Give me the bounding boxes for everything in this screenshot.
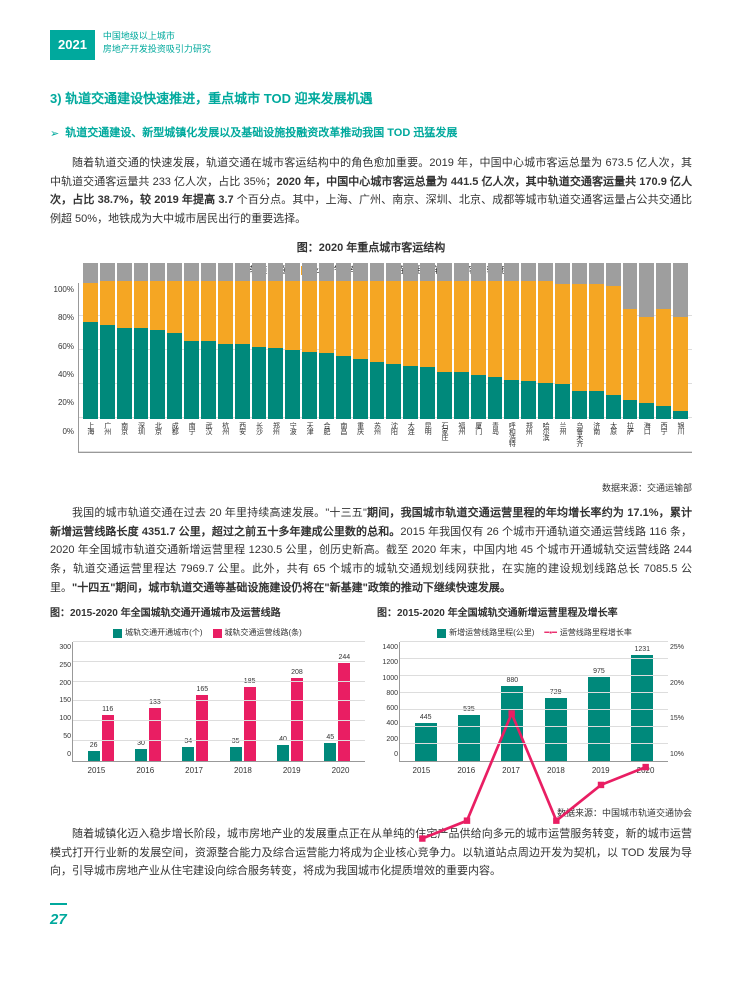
stacked-bar: 深圳 — [134, 263, 149, 452]
mini-left-title: 图：2015-2020 年全国城轨交通开通城市及运营线路 — [50, 605, 365, 622]
stacked-bar: 合肥 — [319, 263, 334, 452]
stacked-bar: 郑州 — [521, 263, 536, 452]
stacked-bar: 宁波 — [285, 263, 300, 452]
stacked-bar: 成都 — [167, 263, 182, 452]
stacked-bar: 郑州 — [268, 263, 283, 452]
paragraph-3: 随着城镇化迈入稳步增长阶段，城市房地产业的发展重点正在从单纯的住宅产品供给向多元… — [50, 825, 692, 881]
stacked-bar: 昆明 — [420, 263, 435, 452]
stacked-bar: 海口 — [639, 263, 654, 452]
stacked-bar: 太原 — [606, 263, 621, 452]
sub-heading: ➢ 轨道交通建设、新型城镇化发展以及基础设施投融资改革推动我国 TOD 迅猛发展 — [50, 124, 692, 144]
stacked-bars-area: 上海 广州 南京 深圳 — [78, 283, 692, 453]
stacked-bar: 乌鲁木齐 — [572, 263, 587, 452]
mini-chart-left: 图：2015-2020 年全国城轨交通开通城市及运营线路 城轨交通开通城市(个)… — [50, 605, 365, 777]
stacked-bar: 拉萨 — [623, 263, 638, 452]
triangle-icon: ➢ — [50, 125, 59, 144]
stacked-source: 数据来源：交通运输部 — [50, 481, 692, 496]
page-number: 27 — [50, 903, 67, 933]
page-header: 2021 中国地级以上城市 房地产开发投资吸引力研究 — [50, 30, 692, 60]
stacked-bar: 青岛 — [488, 263, 503, 452]
stacked-chart-title: 图：2020 年重点城市客运结构 — [50, 239, 692, 258]
stacked-bar: 重庆 — [353, 263, 368, 452]
stacked-bar: 南京 — [117, 263, 132, 452]
stacked-bar: 哈尔滨 — [538, 263, 553, 452]
paragraph-1: 随着轨道交通的快速发展，轨道交通在城市客运结构中的角色愈加重要。2019 年，中… — [50, 154, 692, 229]
header-subtitle: 中国地级以上城市 房地产开发投资吸引力研究 — [103, 30, 211, 55]
mini-left-legend: 城轨交通开通城市(个) 城轨交通运营线路(条) — [50, 626, 365, 640]
mini-right-area: 1400120010008006004002000 25%20%15%10% 4… — [399, 642, 668, 762]
stacked-bar: 西宁 — [656, 263, 671, 452]
stacked-bar: 武汉 — [201, 263, 216, 452]
stacked-bar: 厦门 — [471, 263, 486, 452]
stacked-chart: 100%80%60%40%20%0% 上海 广州 — [50, 283, 692, 453]
stacked-bar: 银川 — [673, 263, 688, 452]
stacked-bar: 沈阳 — [386, 263, 401, 452]
stacked-bar: 济南 — [589, 263, 604, 452]
stacked-bar: 长沙 — [252, 263, 267, 452]
stacked-bar: 天津 — [302, 263, 317, 452]
stacked-bar: 广州 — [100, 263, 115, 452]
stacked-bar: 西安 — [235, 263, 250, 452]
stacked-bar: 呼和浩特 — [504, 263, 519, 452]
mini-left-area: 300250200150100500 26 116 30 133 34 165 … — [72, 642, 365, 762]
stacked-bar: 大连 — [403, 263, 418, 452]
stacked-bar: 上海 — [83, 263, 98, 452]
mini-right-legend: 新增运营线路里程(公里) ━▪━ 运营线路里程增长率 — [377, 626, 692, 640]
paragraph-2: 我国的城市轨道交通在过去 20 年里持续高速发展。"十三五"期间，我国城市轨道交… — [50, 504, 692, 597]
mini-source: 数据来源：中国城市轨道交通协会 — [50, 806, 692, 821]
stacked-bar: 北京 — [150, 263, 165, 452]
stacked-y-axis: 100%80%60%40%20%0% — [50, 283, 78, 453]
stacked-bar: 南昌 — [336, 263, 351, 452]
section-title: 3) 轨道交通建设快速推进，重点城市 TOD 迎来发展机遇 — [50, 88, 692, 110]
stacked-bar: 福州 — [454, 263, 469, 452]
stacked-bar: 南宁 — [184, 263, 199, 452]
stacked-bar: 兰州 — [555, 263, 570, 452]
stacked-bar: 杭州 — [218, 263, 233, 452]
dual-charts: 图：2015-2020 年全国城轨交通开通城市及运营线路 城轨交通开通城市(个)… — [50, 605, 692, 777]
year-badge: 2021 — [50, 30, 95, 60]
stacked-bar: 苏州 — [370, 263, 385, 452]
stacked-bar: 石家庄 — [437, 263, 452, 452]
mini-right-title: 图：2015-2020 年全国城轨交通新增运营里程及增长率 — [377, 605, 692, 622]
mini-chart-right: 图：2015-2020 年全国城轨交通新增运营里程及增长率 新增运营线路里程(公… — [377, 605, 692, 777]
